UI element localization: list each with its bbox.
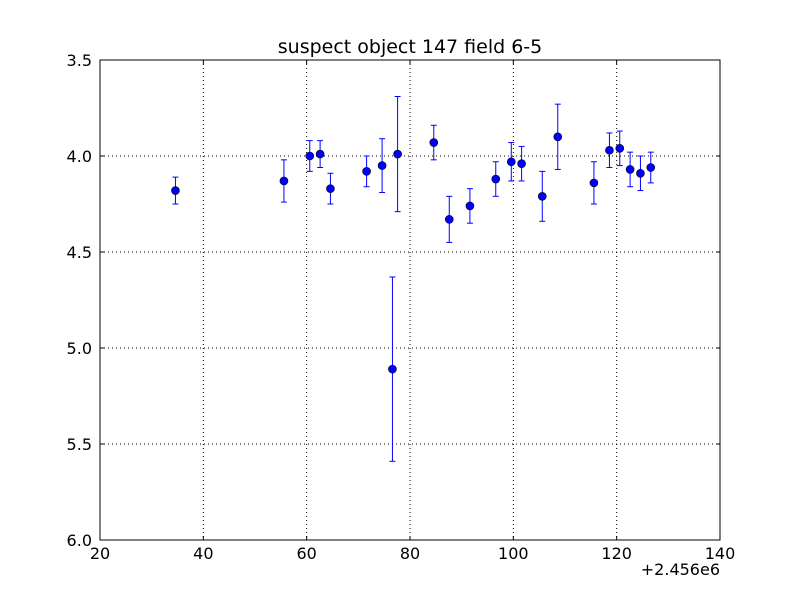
x-tick-label: 60 xyxy=(296,544,316,563)
data-point xyxy=(465,201,475,211)
data-point-layer xyxy=(171,132,656,374)
y-tick-label: 4.5 xyxy=(67,243,92,262)
data-point xyxy=(646,163,656,172)
grid-layer xyxy=(100,60,720,540)
x-tick-label: 120 xyxy=(601,544,632,563)
data-point xyxy=(377,161,387,170)
data-point xyxy=(362,167,371,176)
data-point xyxy=(444,215,454,224)
y-tick-label: 3.5 xyxy=(67,51,92,70)
data-point xyxy=(517,159,526,168)
data-point xyxy=(553,132,563,142)
data-point xyxy=(388,364,397,374)
data-point xyxy=(305,151,315,161)
data-point xyxy=(506,157,516,167)
data-point xyxy=(537,192,547,201)
x-axis-offset-label: +2.456e6 xyxy=(641,560,720,579)
data-point xyxy=(625,165,635,174)
data-point xyxy=(326,184,335,193)
x-tick-label: 100 xyxy=(498,544,529,563)
x-tick-label-layer: 20 40 60 80 100 120 140 xyxy=(90,544,735,563)
y-tick-label: 5.0 xyxy=(67,339,92,358)
data-point xyxy=(393,149,402,159)
chart-title: suspect object 147 field 6-5 xyxy=(278,36,543,58)
data-point xyxy=(615,144,625,153)
y-tick-label-layer: 3.5 4.0 4.5 5.0 5.5 6.0 xyxy=(67,51,92,550)
y-tick-label: 4.0 xyxy=(67,147,92,166)
data-point xyxy=(279,176,289,186)
x-tick-label: 80 xyxy=(400,544,420,563)
data-point xyxy=(589,178,599,188)
data-point xyxy=(429,138,439,147)
data-point xyxy=(605,145,614,155)
data-point xyxy=(171,186,180,195)
x-tick-label: 20 xyxy=(90,544,110,563)
x-tick-label: 140 xyxy=(705,544,736,563)
data-point xyxy=(636,168,645,178)
y-tick-label: 5.5 xyxy=(67,435,92,454)
data-point xyxy=(491,174,501,184)
y-tick-label: 6.0 xyxy=(67,531,92,550)
tick-mark-layer xyxy=(99,59,721,541)
data-point xyxy=(315,149,325,159)
x-tick-label: 40 xyxy=(193,544,213,563)
